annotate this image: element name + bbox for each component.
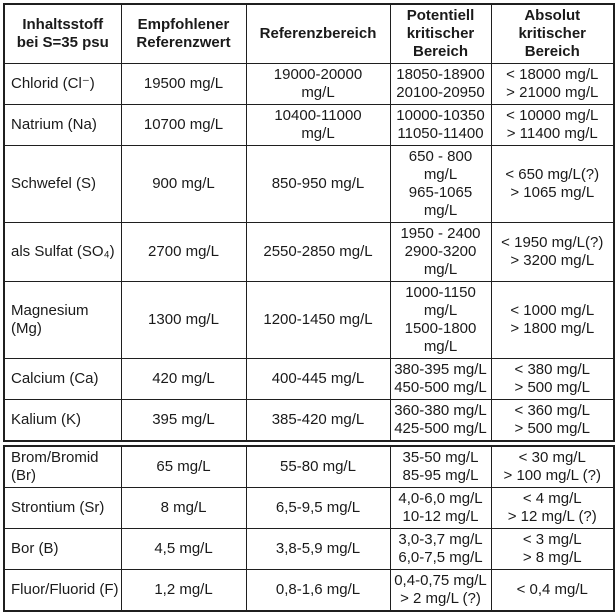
substance-cell: Strontium (Sr) <box>3 487 122 529</box>
potentially-critical-cell: 35-50 mg/L 85-95 mg/L <box>389 445 492 488</box>
potentially-critical-cell: 360-380 mg/L 425-500 mg/L <box>389 399 492 442</box>
recommended-value-cell: 2700 mg/L <box>120 222 247 282</box>
column-header-absolutely-critical: Absolut kritischer Bereich <box>490 3 615 64</box>
absolutely-critical-cell: < 18000 mg/L > 21000 mg/L <box>490 63 615 105</box>
recommended-value-cell: 1,2 mg/L <box>120 569 247 612</box>
absolutely-critical-cell: < 380 mg/L > 500 mg/L <box>490 358 615 400</box>
reference-range-cell: 10400-11000 mg/L <box>245 104 391 146</box>
substance-cell: Brom/Bromid (Br) <box>3 445 122 488</box>
reference-range-cell: 55-80 mg/L <box>245 445 391 488</box>
reference-range-cell: 400-445 mg/L <box>245 358 391 400</box>
table-row-sulfat: als Sulfat (SO₄) 2700 mg/L 2550-2850 mg/… <box>3 222 615 282</box>
reference-range-cell: 850-950 mg/L <box>245 145 391 223</box>
table-row-magnesium: Magnesium (Mg) 1300 mg/L 1200-1450 mg/L … <box>3 281 615 359</box>
table-row-fluor: Fluor/Fluorid (F) 1,2 mg/L 0,8-1,6 mg/L … <box>3 569 615 612</box>
recommended-value-cell: 900 mg/L <box>120 145 247 223</box>
recommended-value-cell: 65 mg/L <box>120 445 247 488</box>
potentially-critical-cell: 10000-10350 11050-11400 <box>389 104 492 146</box>
absolutely-critical-cell: < 30 mg/L > 100 mg/L (?) <box>490 445 615 488</box>
reference-range-cell: 1200-1450 mg/L <box>245 281 391 359</box>
absolutely-critical-cell: < 4 mg/L > 12 mg/L (?) <box>490 487 615 529</box>
recommended-value-cell: 19500 mg/L <box>120 63 247 105</box>
seawater-reference-table-lower: Brom/Bromid (Br) 65 mg/L 55-80 mg/L 35-5… <box>3 445 615 612</box>
potentially-critical-cell: 1950 - 2400 2900-3200 mg/L <box>389 222 492 282</box>
potentially-critical-cell: 4,0-6,0 mg/L 10-12 mg/L <box>389 487 492 529</box>
potentially-critical-cell: 650 - 800 mg/L 965-1065 mg/L <box>389 145 492 223</box>
substance-cell: als Sulfat (SO₄) <box>3 222 122 282</box>
recommended-value-cell: 8 mg/L <box>120 487 247 529</box>
potentially-critical-cell: 1000-1150 mg/L 1500-1800 mg/L <box>389 281 492 359</box>
potentially-critical-cell: 18050-18900 20100-20950 <box>389 63 492 105</box>
substance-cell: Calcium (Ca) <box>3 358 122 400</box>
table-row-natrium: Natrium (Na) 10700 mg/L 10400-11000 mg/L… <box>3 104 615 146</box>
recommended-value-cell: 420 mg/L <box>120 358 247 400</box>
table-row-kalium: Kalium (K) 395 mg/L 385-420 mg/L 360-380… <box>3 399 615 442</box>
table-row-bor: Bor (B) 4,5 mg/L 3,8-5,9 mg/L 3,0-3,7 mg… <box>3 528 615 570</box>
potentially-critical-cell: 0,4-0,75 mg/L > 2 mg/L (?) <box>389 569 492 612</box>
column-header-recommended-value: Empfohlener Referenzwert <box>120 3 247 64</box>
recommended-value-cell: 1300 mg/L <box>120 281 247 359</box>
seawater-reference-table-upper: Inhaltsstoff bei S=35 psu Empfohlener Re… <box>3 3 615 442</box>
absolutely-critical-cell: < 650 mg/L(?) > 1065 mg/L <box>490 145 615 223</box>
reference-range-cell: 0,8-1,6 mg/L <box>245 569 391 612</box>
recommended-value-cell: 395 mg/L <box>120 399 247 442</box>
substance-cell: Magnesium (Mg) <box>3 281 122 359</box>
table-row-schwefel: Schwefel (S) 900 mg/L 850-950 mg/L 650 -… <box>3 145 615 223</box>
substance-cell: Fluor/Fluorid (F) <box>3 569 122 612</box>
column-header-potentially-critical: Potentiell kritischer Bereich <box>389 3 492 64</box>
absolutely-critical-cell: < 0,4 mg/L <box>490 569 615 612</box>
reference-range-cell: 6,5-9,5 mg/L <box>245 487 391 529</box>
reference-range-cell: 385-420 mg/L <box>245 399 391 442</box>
potentially-critical-cell: 3,0-3,7 mg/L 6,0-7,5 mg/L <box>389 528 492 570</box>
column-header-reference-range: Referenzbereich <box>245 3 391 64</box>
substance-cell: Bor (B) <box>3 528 122 570</box>
potentially-critical-cell: 380-395 mg/L 450-500 mg/L <box>389 358 492 400</box>
reference-range-cell: 19000-20000 mg/L <box>245 63 391 105</box>
table-row-strontium: Strontium (Sr) 8 mg/L 6,5-9,5 mg/L 4,0-6… <box>3 487 615 529</box>
table-row-chlorid: Chlorid (Cl⁻) 19500 mg/L 19000-20000 mg/… <box>3 63 615 105</box>
absolutely-critical-cell: < 1950 mg/L(?) > 3200 mg/L <box>490 222 615 282</box>
reference-range-cell: 3,8-5,9 mg/L <box>245 528 391 570</box>
table-row-calcium: Calcium (Ca) 420 mg/L 400-445 mg/L 380-3… <box>3 358 615 400</box>
reference-range-cell: 2550-2850 mg/L <box>245 222 391 282</box>
substance-cell: Chlorid (Cl⁻) <box>3 63 122 105</box>
absolutely-critical-cell: < 3 mg/L > 8 mg/L <box>490 528 615 570</box>
recommended-value-cell: 4,5 mg/L <box>120 528 247 570</box>
recommended-value-cell: 10700 mg/L <box>120 104 247 146</box>
header-row: Inhaltsstoff bei S=35 psu Empfohlener Re… <box>3 3 615 64</box>
column-header-substance: Inhaltsstoff bei S=35 psu <box>3 3 122 64</box>
absolutely-critical-cell: < 10000 mg/L > 11400 mg/L <box>490 104 615 146</box>
substance-cell: Schwefel (S) <box>3 145 122 223</box>
table-row-brom: Brom/Bromid (Br) 65 mg/L 55-80 mg/L 35-5… <box>3 445 615 488</box>
substance-cell: Kalium (K) <box>3 399 122 442</box>
absolutely-critical-cell: < 360 mg/L > 500 mg/L <box>490 399 615 442</box>
substance-cell: Natrium (Na) <box>3 104 122 146</box>
absolutely-critical-cell: < 1000 mg/L > 1800 mg/L <box>490 281 615 359</box>
